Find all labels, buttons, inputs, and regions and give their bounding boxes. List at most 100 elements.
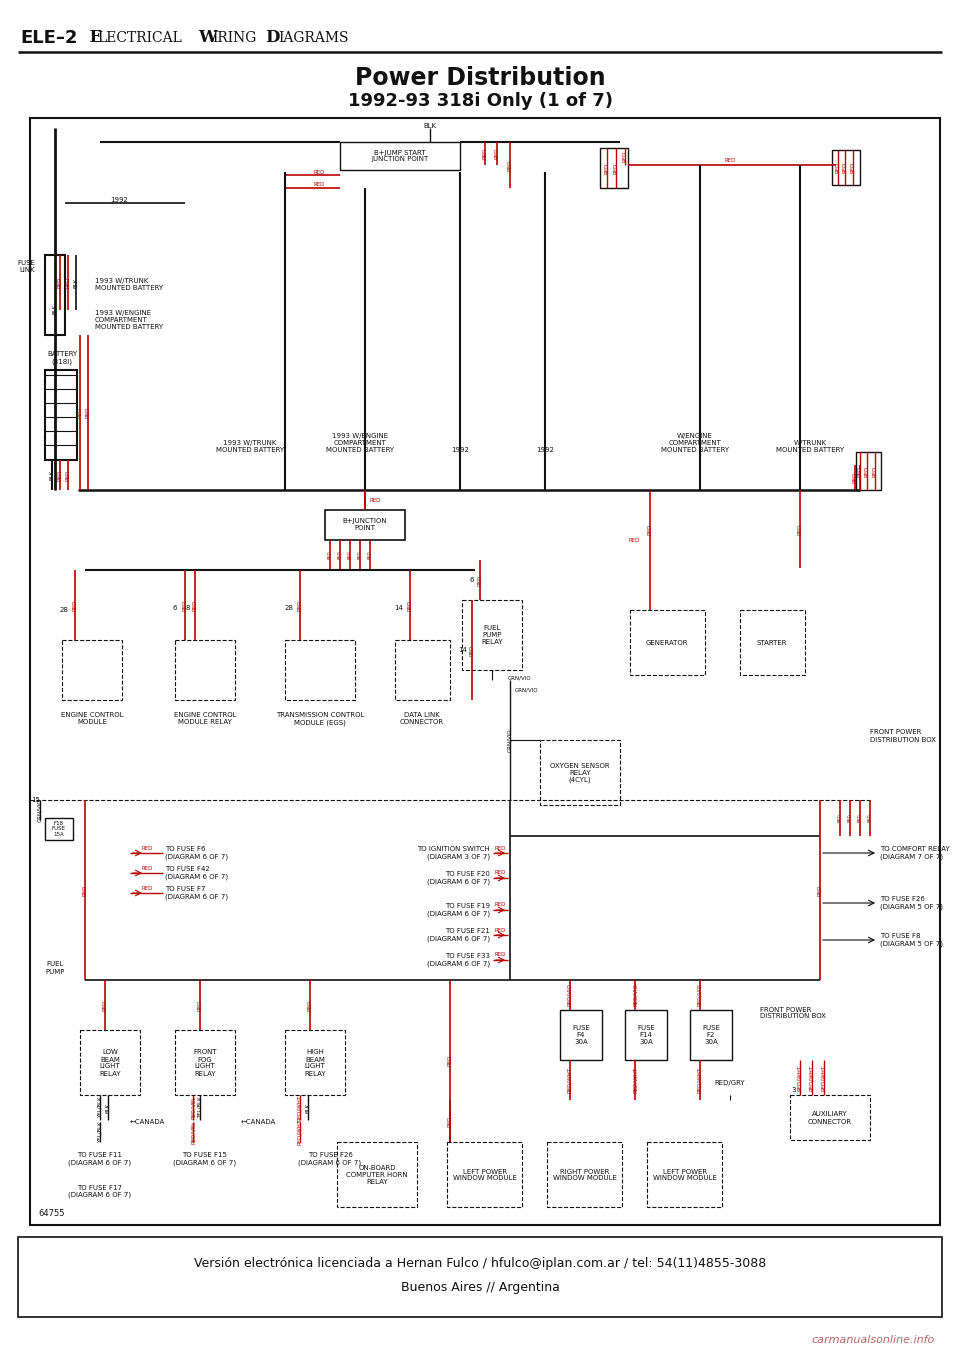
Text: RED: RED xyxy=(193,600,198,611)
Text: FUEL
PUMP: FUEL PUMP xyxy=(45,962,64,974)
Bar xyxy=(625,1010,667,1060)
Text: FRONT
FOG
LIGHT
RELAY: FRONT FOG LIGHT RELAY xyxy=(193,1049,217,1076)
Text: RED: RED xyxy=(647,524,653,535)
Text: RED/VIO: RED/VIO xyxy=(633,984,637,1007)
Text: Buenos Aires // Argentina: Buenos Aires // Argentina xyxy=(400,1281,560,1293)
Text: RED: RED xyxy=(198,999,203,1011)
Text: ←CANADA: ←CANADA xyxy=(130,1120,164,1125)
Text: RED: RED xyxy=(868,814,872,822)
Text: RED: RED xyxy=(848,814,852,822)
Text: 6: 6 xyxy=(173,605,177,611)
Text: 14: 14 xyxy=(458,647,467,653)
Bar xyxy=(547,1143,622,1206)
Text: ENGINE CONTROL
MODULE: ENGINE CONTROL MODULE xyxy=(60,712,123,725)
Text: TO FUSE F19
(DIAGRAM 6 OF 7): TO FUSE F19 (DIAGRAM 6 OF 7) xyxy=(427,904,490,917)
Text: RED: RED xyxy=(307,999,313,1011)
Text: FUSE
LINK: FUSE LINK xyxy=(17,261,35,273)
Text: E: E xyxy=(78,30,103,46)
Text: RED: RED xyxy=(843,161,848,174)
Text: RED: RED xyxy=(141,845,153,851)
Bar xyxy=(856,452,881,490)
Text: RED/WHT: RED/WHT xyxy=(822,1064,827,1091)
Text: RED: RED xyxy=(494,845,506,851)
Bar xyxy=(325,510,405,540)
Text: RED: RED xyxy=(873,465,877,476)
Text: W/ENGINE
COMPARTMENT
MOUNTED BATTERY: W/ENGINE COMPARTMENT MOUNTED BATTERY xyxy=(660,433,729,453)
Text: RED: RED xyxy=(338,551,342,559)
Text: RED: RED xyxy=(103,999,108,1011)
Text: D: D xyxy=(265,30,279,46)
Bar xyxy=(285,1030,345,1095)
Text: Versión electrónica licenciada a Hernan Fulco / hfulco@iplan.com.ar / tel: 54(11: Versión electrónica licenciada a Hernan … xyxy=(194,1257,766,1270)
Text: GRN/VIO: GRN/VIO xyxy=(508,676,532,680)
Text: BATTERY
(318i): BATTERY (318i) xyxy=(47,351,77,365)
Text: ←CANADA: ←CANADA xyxy=(240,1120,276,1125)
Text: RED/WHT: RED/WHT xyxy=(809,1064,814,1091)
Text: GRN/VIO: GRN/VIO xyxy=(515,688,539,692)
Text: TO FUSE F42
(DIAGRAM 6 OF 7): TO FUSE F42 (DIAGRAM 6 OF 7) xyxy=(165,866,228,879)
Text: BLK: BLK xyxy=(53,304,58,313)
Text: RED: RED xyxy=(835,161,841,174)
Text: 6: 6 xyxy=(469,577,474,584)
Text: RED: RED xyxy=(85,407,90,418)
Text: RIGHT POWER
WINDOW MODULE: RIGHT POWER WINDOW MODULE xyxy=(553,1168,617,1182)
Text: RED: RED xyxy=(407,600,413,611)
Text: TO IGNITION SWITCH
(DIAGRAM 3 OF 7): TO IGNITION SWITCH (DIAGRAM 3 OF 7) xyxy=(418,847,490,860)
Text: TO FUSE F21
(DIAGRAM 6 OF 7): TO FUSE F21 (DIAGRAM 6 OF 7) xyxy=(427,928,490,942)
Text: B+JUMP START
JUNCTION POINT: B+JUMP START JUNCTION POINT xyxy=(372,149,428,163)
Text: RED: RED xyxy=(58,277,62,288)
Text: 1992: 1992 xyxy=(536,446,554,453)
Text: LOW
BEAM
LIGHT
RELAY: LOW BEAM LIGHT RELAY xyxy=(99,1049,121,1076)
Text: RED: RED xyxy=(447,1115,452,1126)
Text: YEL/BLK: YEL/BLK xyxy=(98,1121,103,1143)
Bar xyxy=(175,641,235,700)
Text: RED/GRY: RED/GRY xyxy=(714,1080,745,1086)
Text: 3: 3 xyxy=(791,1087,796,1092)
Bar xyxy=(45,255,65,335)
Text: RED: RED xyxy=(65,277,70,288)
Text: RED: RED xyxy=(622,151,628,163)
Text: TO FUSE F6
(DIAGRAM 6 OF 7): TO FUSE F6 (DIAGRAM 6 OF 7) xyxy=(165,847,228,860)
Text: BLK: BLK xyxy=(423,123,437,129)
Bar xyxy=(540,740,620,805)
Text: TO FUSE F26
(DIAGRAM 5 OF 7): TO FUSE F26 (DIAGRAM 5 OF 7) xyxy=(880,896,943,909)
Text: RED: RED xyxy=(447,1054,452,1065)
Text: RED: RED xyxy=(141,886,153,890)
Text: STARTER: STARTER xyxy=(756,641,787,646)
Text: RED: RED xyxy=(494,953,506,958)
Text: W/TRUNK
MOUNTED BATTERY: W/TRUNK MOUNTED BATTERY xyxy=(776,440,844,453)
Text: RED: RED xyxy=(494,902,506,908)
Text: TO FUSE F20
(DIAGRAM 6 OF 7): TO FUSE F20 (DIAGRAM 6 OF 7) xyxy=(427,871,490,885)
Bar xyxy=(740,611,805,674)
Text: YEL/BLK: YEL/BLK xyxy=(98,1096,103,1118)
Text: RED: RED xyxy=(314,170,325,175)
Text: RED: RED xyxy=(58,470,62,480)
Text: LEFT POWER
WINDOW MODULE: LEFT POWER WINDOW MODULE xyxy=(453,1168,516,1182)
Bar xyxy=(18,1238,942,1318)
Text: RED/WHT: RED/WHT xyxy=(798,1064,803,1091)
Text: RED: RED xyxy=(477,574,483,586)
Text: RED/WHT: RED/WHT xyxy=(633,1067,637,1092)
Bar xyxy=(790,1095,870,1140)
Bar xyxy=(600,148,628,189)
Text: RED: RED xyxy=(370,498,381,502)
Text: 1992: 1992 xyxy=(451,446,468,453)
Text: RED: RED xyxy=(78,407,83,418)
Text: RED: RED xyxy=(83,885,87,896)
Text: RED: RED xyxy=(852,472,857,483)
Bar xyxy=(832,151,860,185)
Bar xyxy=(647,1143,722,1206)
Text: 1993 W/ENGINE
COMPARTMENT
MOUNTED BATTERY: 1993 W/ENGINE COMPARTMENT MOUNTED BATTER… xyxy=(326,433,394,453)
Text: 1993 W/TRUNK
MOUNTED BATTERY: 1993 W/TRUNK MOUNTED BATTERY xyxy=(216,440,284,453)
Text: TO FUSE F33
(DIAGRAM 6 OF 7): TO FUSE F33 (DIAGRAM 6 OF 7) xyxy=(427,953,490,966)
Text: RED/WHT: RED/WHT xyxy=(698,1067,703,1092)
Text: RED: RED xyxy=(314,182,325,187)
Text: RED/WHT: RED/WHT xyxy=(298,1120,302,1145)
Bar xyxy=(340,142,460,170)
Text: GRN/VIO: GRN/VIO xyxy=(508,729,513,752)
Text: IAGRAMS: IAGRAMS xyxy=(278,31,348,45)
Text: RED/VEL: RED/VEL xyxy=(190,1096,196,1120)
Text: BLK: BLK xyxy=(106,1102,110,1113)
Bar xyxy=(62,641,122,700)
Text: W: W xyxy=(198,30,217,46)
